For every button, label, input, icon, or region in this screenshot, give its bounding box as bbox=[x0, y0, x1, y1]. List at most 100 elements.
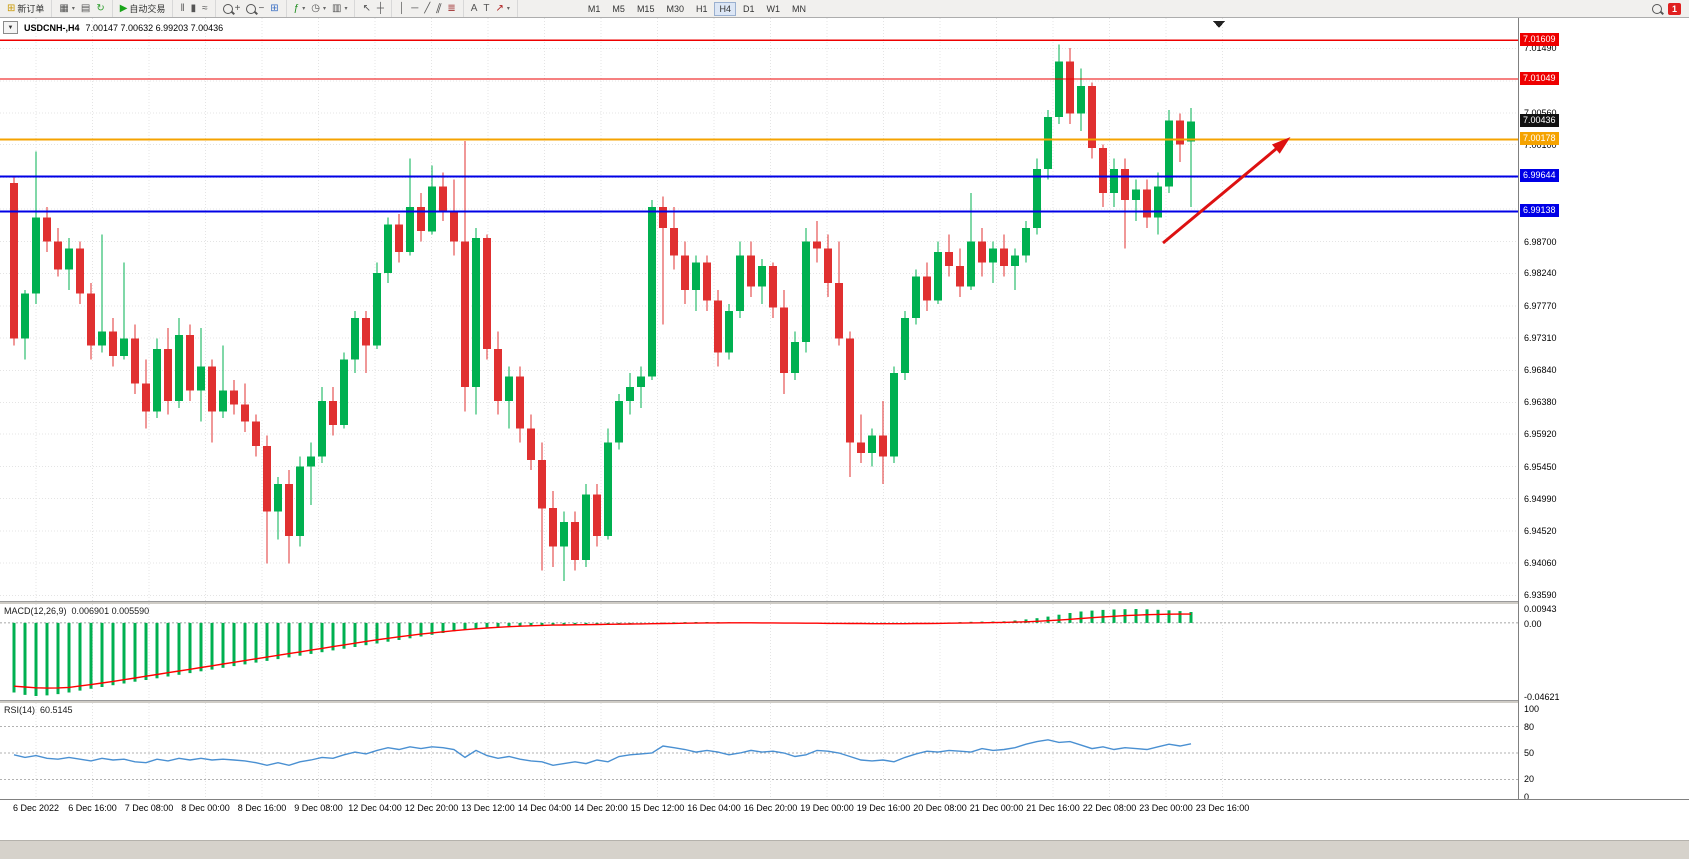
candle bbox=[175, 335, 183, 401]
label-icon: T bbox=[483, 2, 490, 14]
price-axis[interactable]: 7.01490 7.00560 7.00100 6.98700 6.98240 6.977… bbox=[1518, 18, 1689, 802]
templates-button[interactable]: ▥ ▾ bbox=[329, 1, 350, 16]
trendline-icon: ╱ bbox=[424, 2, 431, 14]
toolbar-right: 1 bbox=[1651, 2, 1689, 15]
timeframe-h1-button[interactable]: H1 bbox=[695, 3, 708, 14]
candle bbox=[571, 522, 579, 561]
candle bbox=[659, 207, 667, 228]
candle bbox=[813, 241, 821, 249]
macd-label-bar: MACD(12,26,9) 0.006901 0.005590 bbox=[4, 606, 149, 616]
candle bbox=[483, 238, 491, 349]
arrows-button[interactable]: ↗ ▾ bbox=[493, 1, 513, 16]
price-tick-label: 6.98700 bbox=[1524, 237, 1557, 247]
rsi-chart[interactable] bbox=[0, 703, 1518, 799]
text-label-button[interactable]: T bbox=[480, 1, 492, 16]
timeframe-d1-button[interactable]: D1 bbox=[743, 3, 755, 14]
top-toolbar: ⊞ 新订单 ▦ ▾ ▤ ↻ ▶ 自动交易 ‖ ▮ ≈ + − ⊞ ƒ ▾ bbox=[0, 0, 1689, 18]
timeframe-m1-button[interactable]: M1 bbox=[587, 3, 601, 14]
candle bbox=[835, 283, 843, 339]
trendline-button[interactable]: ╱ bbox=[421, 1, 433, 16]
macd-chart[interactable] bbox=[0, 604, 1518, 700]
price-badge-7.01609: 7.01609 bbox=[1520, 33, 1559, 46]
candlestick-icon: ▮ bbox=[190, 2, 197, 14]
timeframe-m30-button[interactable]: M30 bbox=[666, 3, 684, 14]
timeframe-mn-button[interactable]: MN bbox=[792, 3, 807, 14]
timeframe-group: M1 M5 M15 M30 H1 H4 D1 W1 MN bbox=[578, 0, 816, 17]
autotrade-label: 自动交易 bbox=[129, 4, 166, 14]
candle bbox=[615, 400, 623, 443]
cursor-button[interactable]: ↖ bbox=[359, 1, 373, 16]
time-label: 16 Dec 04:00 bbox=[687, 803, 741, 813]
autotrade-button[interactable]: ▶ 自动交易 bbox=[117, 1, 169, 16]
time-label: 9 Dec 08:00 bbox=[294, 803, 343, 813]
new-order-button[interactable]: ⊞ 新订单 bbox=[4, 1, 47, 16]
chart-shift-marker[interactable] bbox=[1213, 21, 1225, 28]
price-tick-label: 6.98240 bbox=[1524, 268, 1557, 278]
profiles-button[interactable]: ▤ bbox=[78, 1, 93, 16]
panel-separator[interactable] bbox=[0, 700, 1689, 703]
candle bbox=[945, 252, 953, 266]
pointer-group: ↖ ┼ bbox=[355, 0, 392, 17]
candle bbox=[703, 262, 711, 301]
macd-values: 0.006901 0.005590 bbox=[71, 606, 150, 616]
candle bbox=[901, 317, 909, 374]
candle bbox=[10, 182, 18, 339]
candle bbox=[692, 262, 700, 291]
text-button[interactable]: A bbox=[468, 1, 481, 16]
zoom-in-button[interactable]: + bbox=[220, 1, 244, 16]
drawing-group: │ ─ ╱ ∥ ≣ bbox=[392, 0, 464, 17]
candle bbox=[351, 317, 359, 360]
candle bbox=[604, 442, 612, 536]
candlestick-chart[interactable] bbox=[0, 18, 1518, 601]
candle bbox=[505, 376, 513, 401]
notification-badge[interactable]: 1 bbox=[1667, 2, 1681, 15]
macd-panel[interactable]: MACD(12,26,9) 0.006901 0.005590 bbox=[0, 604, 1518, 700]
one-click-trading-toggle[interactable]: ▼ bbox=[3, 21, 18, 34]
chart-title-bar: ▼ USDCNH-,H4 7.00147 7.00632 6.99203 7.0… bbox=[3, 21, 223, 34]
candle bbox=[1110, 168, 1118, 194]
channel-button[interactable]: ∥ bbox=[433, 1, 444, 16]
rsi-axis-label: 20 bbox=[1524, 774, 1535, 784]
chart-symbol-title: USDCNH-,H4 bbox=[24, 22, 80, 33]
candlestick-button[interactable]: ▮ bbox=[188, 1, 200, 16]
vertical-line-icon: │ bbox=[398, 2, 406, 14]
chevron-down-icon: ▾ bbox=[302, 6, 306, 12]
timeframe-m15-button[interactable]: M15 bbox=[636, 3, 655, 14]
new-chart-button[interactable]: ▦ ▾ bbox=[56, 1, 77, 16]
candle bbox=[549, 508, 557, 547]
candle bbox=[329, 400, 337, 426]
crosshair-button[interactable]: ┼ bbox=[374, 1, 387, 16]
horizontal-line-button[interactable]: ─ bbox=[408, 1, 421, 16]
fibonacci-button[interactable]: ≣ bbox=[444, 1, 458, 16]
candle bbox=[989, 248, 997, 263]
timeframe-w1-button[interactable]: W1 bbox=[766, 3, 781, 14]
time-label: 7 Dec 08:00 bbox=[124, 803, 174, 813]
panel-separator[interactable] bbox=[0, 601, 1689, 604]
candle bbox=[208, 366, 216, 412]
tile-windows-button[interactable]: ⊞ bbox=[267, 1, 281, 16]
time-axis[interactable]: 6 Dec 2022 6 Dec 16:00 7 Dec 08:00 8 Dec 00… bbox=[0, 799, 1689, 818]
time-label: 23 Dec 16:00 bbox=[1195, 803, 1250, 813]
search-icon[interactable] bbox=[1651, 3, 1662, 14]
candle bbox=[1055, 61, 1063, 117]
bar-chart-button[interactable]: ‖ bbox=[177, 1, 187, 16]
rsi-panel[interactable]: RSI(14) 60.5145 bbox=[0, 703, 1518, 799]
indicators-button[interactable]: ƒ ▾ bbox=[291, 1, 309, 16]
up-trend-arrow[interactable] bbox=[1162, 137, 1291, 245]
line-chart-button[interactable]: ≈ bbox=[199, 1, 211, 16]
price-tick-label: 7.00560 bbox=[1524, 108, 1557, 118]
timeframe-h4-button[interactable]: H4 bbox=[714, 1, 736, 16]
candle bbox=[1132, 189, 1140, 201]
line-chart-icon: ≈ bbox=[202, 2, 208, 14]
fibonacci-icon: ≣ bbox=[447, 2, 456, 14]
periods-button[interactable]: ◷ ▾ bbox=[308, 1, 329, 16]
zoom-out-button[interactable]: − bbox=[243, 1, 267, 16]
candle bbox=[879, 435, 887, 457]
price-tick-label: 6.95920 bbox=[1524, 429, 1557, 439]
price-badge-6.99644: 6.99644 bbox=[1520, 169, 1559, 182]
candle bbox=[648, 207, 656, 377]
vertical-line-button[interactable]: │ bbox=[396, 1, 408, 16]
main-chart-panel[interactable]: ▼ USDCNH-,H4 7.00147 7.00632 6.99203 7.0… bbox=[0, 18, 1518, 601]
timeframe-m5-button[interactable]: M5 bbox=[612, 3, 625, 14]
refresh-button[interactable]: ↻ bbox=[93, 1, 107, 16]
